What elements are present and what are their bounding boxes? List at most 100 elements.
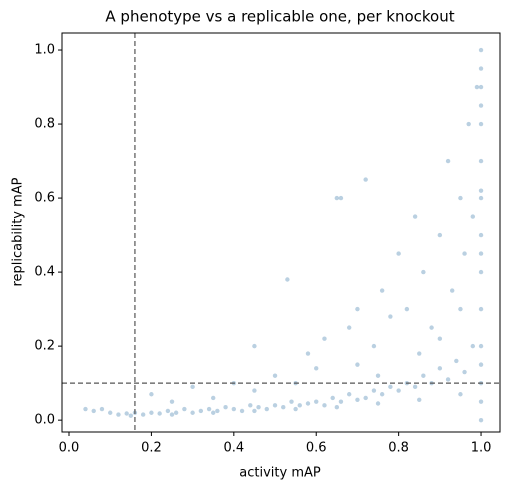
point: [281, 405, 286, 410]
point: [355, 397, 360, 402]
x-tick-label: 0.8: [388, 441, 409, 456]
point: [478, 121, 484, 127]
x-tick-label: 0.4: [223, 441, 244, 456]
x-tick-label: 0.2: [141, 441, 162, 456]
point: [478, 251, 484, 256]
point: [404, 306, 410, 312]
point: [466, 121, 471, 127]
point: [429, 325, 434, 330]
point: [421, 269, 426, 275]
point: [211, 395, 216, 401]
point: [182, 406, 187, 412]
y-tick-label: 0.6: [34, 191, 55, 206]
point: [285, 277, 290, 282]
point: [375, 373, 381, 378]
point: [478, 399, 484, 404]
point: [478, 188, 484, 193]
point: [198, 408, 204, 414]
point: [417, 351, 422, 356]
point: [458, 306, 463, 312]
point: [470, 343, 476, 349]
point: [462, 369, 467, 375]
point: [239, 408, 245, 414]
point: [149, 410, 154, 415]
point: [272, 373, 278, 378]
point: [128, 413, 134, 418]
point: [417, 397, 422, 402]
point: [355, 362, 360, 367]
point: [252, 388, 257, 393]
point: [297, 403, 302, 408]
point: [346, 392, 352, 397]
point: [462, 251, 467, 256]
point: [454, 358, 459, 364]
point: [190, 384, 195, 390]
plot-frame: [61, 32, 501, 433]
point: [157, 411, 162, 416]
point: [322, 336, 327, 341]
point: [379, 288, 385, 293]
point: [272, 403, 278, 408]
x-tick-label: 1.0: [471, 441, 492, 456]
point: [140, 412, 146, 417]
point: [437, 366, 443, 371]
y-axis-label: replicability mAP: [11, 177, 26, 286]
point: [478, 103, 484, 108]
point: [445, 377, 451, 382]
point: [474, 84, 480, 90]
point: [371, 388, 377, 393]
point: [478, 417, 484, 423]
point: [211, 410, 216, 415]
point: [83, 406, 88, 412]
y-tick-label: 0.2: [34, 339, 55, 354]
point: [305, 351, 311, 356]
point: [421, 373, 426, 378]
point: [165, 408, 171, 414]
point: [173, 410, 179, 415]
point: [169, 412, 175, 417]
point: [375, 401, 381, 406]
point: [478, 47, 484, 53]
y-tick-label: 1.0: [34, 43, 55, 58]
point: [478, 195, 484, 201]
point: [478, 232, 484, 238]
point: [149, 392, 154, 397]
point: [478, 343, 484, 349]
point: [458, 392, 463, 397]
y-tick-label: 0.0: [34, 413, 55, 428]
point: [215, 408, 220, 414]
point: [231, 406, 237, 412]
point: [289, 399, 294, 404]
point: [396, 251, 401, 256]
point: [445, 158, 451, 164]
point: [264, 406, 269, 412]
point: [293, 406, 298, 412]
point: [169, 399, 175, 404]
point: [330, 395, 335, 401]
point: [371, 343, 377, 349]
x-tick-label: 0.0: [59, 441, 80, 456]
x-tick-label: 0.6: [306, 441, 327, 456]
y-tick-label: 0.8: [34, 117, 55, 132]
point: [478, 158, 484, 164]
point: [252, 343, 257, 349]
x-axis-label: activity mAP: [239, 466, 321, 481]
point: [388, 384, 393, 390]
point: [363, 395, 368, 401]
point: [223, 405, 228, 410]
point: [470, 214, 476, 219]
point: [388, 314, 393, 319]
point: [478, 84, 484, 90]
point: [338, 399, 344, 404]
point: [334, 405, 340, 410]
point: [108, 410, 113, 415]
point: [478, 269, 484, 275]
point: [412, 214, 418, 219]
point: [99, 406, 105, 412]
point: [305, 401, 311, 406]
point: [206, 406, 212, 412]
point: [322, 403, 327, 408]
point: [248, 403, 253, 408]
point: [450, 288, 455, 293]
